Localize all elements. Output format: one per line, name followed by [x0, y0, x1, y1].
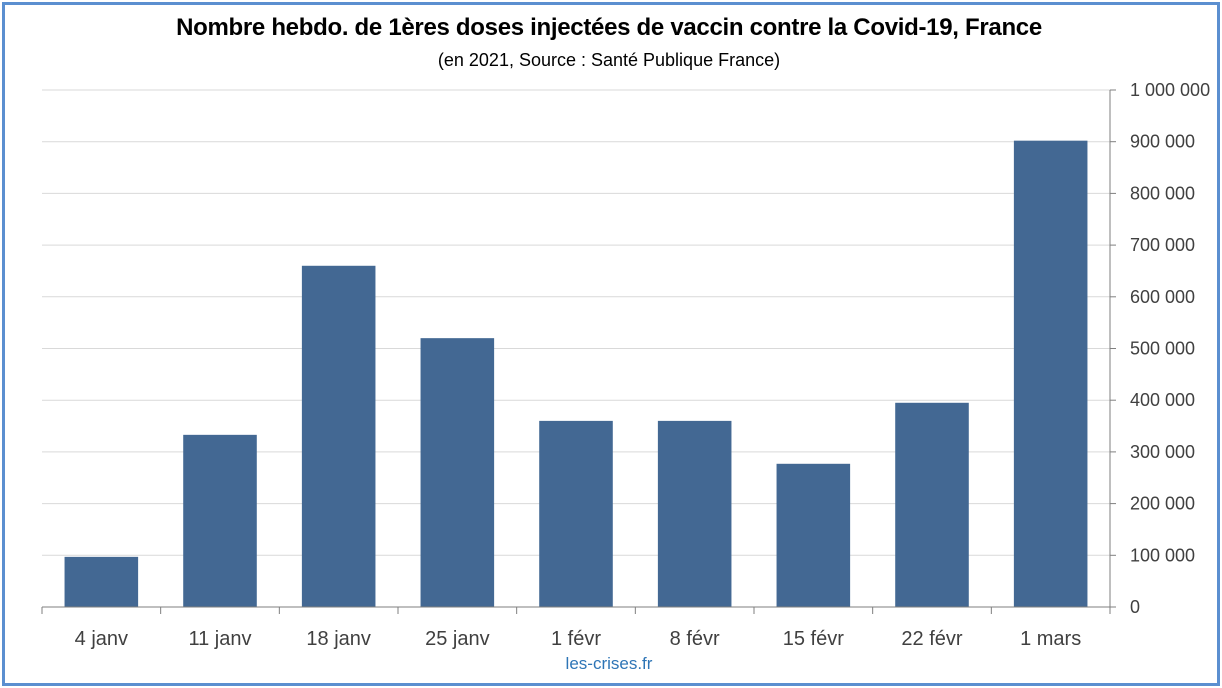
y-tick-label: 1 000 000 — [1130, 80, 1210, 100]
source-credit: les-crises.fr — [565, 654, 653, 673]
x-tick-label: 8 févr — [670, 628, 720, 650]
y-tick-label: 500 000 — [1130, 339, 1195, 359]
x-tick-label: 25 janv — [425, 628, 490, 650]
bar — [420, 338, 495, 607]
y-tick-label: 400 000 — [1130, 390, 1195, 410]
y-tick-label: 900 000 — [1130, 132, 1195, 152]
bar — [895, 402, 969, 607]
bar — [183, 434, 257, 607]
y-tick-label: 200 000 — [1130, 494, 1195, 514]
x-tick-label: 22 févr — [901, 628, 962, 650]
bar — [776, 463, 851, 607]
bar — [301, 265, 376, 607]
x-tick-label: 1 févr — [551, 628, 601, 650]
bar — [657, 420, 732, 607]
y-tick-label: 700 000 — [1130, 235, 1195, 255]
y-tick-label: 0 — [1130, 597, 1140, 617]
x-tick-label: 4 janv — [75, 628, 128, 650]
bars — [64, 140, 1088, 607]
x-tick-label: 15 févr — [783, 628, 844, 650]
y-tick-labels: 0 100 000 200 000 300 000 400 000 500 000 600 … — [1130, 80, 1210, 617]
y-tick-label: 600 000 — [1130, 287, 1195, 307]
bar — [539, 420, 613, 607]
axes — [41, 89, 1116, 614]
x-tick-label: 11 janv — [188, 628, 251, 650]
bar — [64, 556, 139, 607]
bar — [1013, 140, 1088, 607]
chart-title: Nombre hebdo. de 1ères doses injectées d… — [176, 14, 1042, 41]
y-tick-label: 300 000 — [1130, 442, 1195, 462]
y-tick-label: 800 000 — [1130, 183, 1195, 203]
y-tick-label: 100 000 — [1130, 545, 1195, 565]
x-tick-label: 1 mars — [1020, 628, 1081, 650]
chart-subtitle: (en 2021, Source : Santé Publique France… — [437, 50, 781, 70]
x-tick-labels: 4 janv 11 janv 18 janv 25 janv 1 févr 8 févr 1… — [75, 628, 1082, 650]
x-tick-label: 18 janv — [306, 628, 371, 650]
